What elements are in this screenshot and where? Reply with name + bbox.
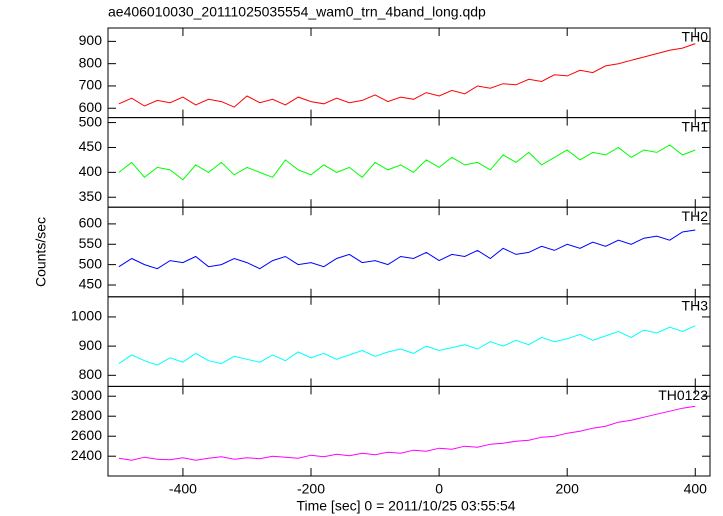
panel-frame bbox=[107, 296, 711, 387]
panel-frame bbox=[107, 385, 711, 477]
y-tick-label: 700 bbox=[79, 77, 103, 93]
y-tick-label: 2600 bbox=[71, 427, 102, 443]
y-tick-label: 350 bbox=[79, 188, 103, 204]
panel-frame bbox=[107, 206, 711, 298]
data-line bbox=[118, 325, 696, 366]
y-tick-label: 400 bbox=[79, 163, 103, 179]
y-tick-label: 500 bbox=[79, 113, 103, 129]
x-tick-label: -400 bbox=[169, 481, 197, 497]
y-tick-label: 500 bbox=[79, 255, 103, 271]
y-tick-label: 600 bbox=[79, 99, 103, 115]
x-tick-label: 200 bbox=[556, 481, 580, 497]
panel-label: TH0123 bbox=[658, 387, 708, 403]
x-tick-label: 400 bbox=[684, 481, 708, 497]
panel-frame bbox=[107, 117, 711, 208]
y-tick-label: 900 bbox=[79, 32, 103, 48]
data-line bbox=[118, 43, 696, 108]
y-tick-label: 450 bbox=[79, 276, 103, 292]
panel-label: TH3 bbox=[682, 298, 709, 314]
x-tick-label: -200 bbox=[297, 481, 325, 497]
y-tick-label: 800 bbox=[79, 54, 103, 70]
y-tick-label: 450 bbox=[79, 138, 103, 154]
data-line bbox=[118, 144, 696, 181]
y-tick-label: 1000 bbox=[71, 308, 102, 324]
panel-label: TH0 bbox=[682, 29, 709, 45]
chart-title: ae406010030_20111025035554_wam0_trn_4ban… bbox=[108, 4, 486, 20]
y-tick-label: 800 bbox=[79, 366, 103, 382]
data-line bbox=[118, 405, 696, 461]
panel-label: TH1 bbox=[682, 118, 709, 134]
y-tick-label: 2800 bbox=[71, 407, 102, 423]
x-tick-label: 0 bbox=[435, 481, 443, 497]
y-tick-label: 900 bbox=[79, 337, 103, 353]
x-axis-label: Time [sec] 0 = 2011/10/25 03:55:54 bbox=[296, 498, 515, 514]
y-tick-label: 600 bbox=[79, 215, 103, 231]
panel-label: TH2 bbox=[682, 208, 709, 224]
data-line bbox=[118, 229, 696, 270]
y-tick-label: 550 bbox=[79, 235, 103, 251]
y-tick-label: 2400 bbox=[71, 447, 102, 463]
y-axis-label: Counts/sec bbox=[33, 217, 49, 287]
y-tick-label: 3000 bbox=[71, 387, 102, 403]
